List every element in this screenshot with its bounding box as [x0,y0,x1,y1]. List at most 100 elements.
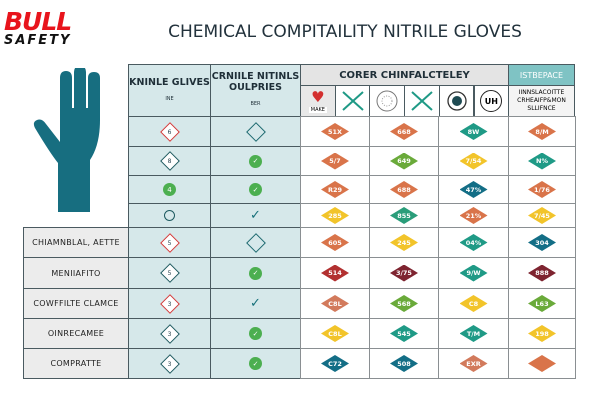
rating-cell: 514 [300,257,370,289]
rating-cell: 855 [369,203,439,228]
check-icon: ✓ [250,296,261,311]
rating-cell: 51X [300,116,370,147]
rating-cell: 508 [369,348,439,379]
rating-cell: C72 [300,348,370,379]
diamond-value: 3 [167,299,172,307]
status-cell: 6 [128,116,211,147]
green-circle-icon: ✓ [249,357,262,370]
uh-icon: UH [473,85,510,117]
status-cell: ✓ [210,318,301,349]
dots-icon [369,85,406,117]
rating-cell: 888 [508,257,576,289]
status-cell: ✓ [210,146,301,176]
rating-diamond: 855 [390,207,418,224]
rating-diamond: 47% [459,181,488,198]
status-cell: 8 [128,146,211,176]
rating-diamond: R29 [321,181,349,198]
green-circle-icon: ✓ [249,154,262,168]
rating-cell: 04% [438,227,509,258]
side-subheader: IINNSLACOITTE CRHEAIFP&MON SLLIFNCE [508,85,575,117]
rating-cell: 304 [508,227,576,258]
right-header-side: ISTBEPACE [508,64,575,86]
rating-cell: 7/45 [508,203,576,228]
rating-cell: 568 [369,288,439,319]
diamond-value: 3 [167,359,172,367]
column-header-title: CRNIILE NITINLS OULPRIES [211,71,300,93]
rating-cell: 3/75 [369,257,439,289]
rating-cell: C8L [300,318,370,349]
rating-diamond: 545 [390,325,418,342]
row-label: COMPRATTE [23,348,129,379]
heart-glyph-icon: ♥ [311,87,325,106]
rating-cell: 8/M [508,116,576,147]
check-icon: ✓ [250,208,261,223]
teal-diamond-icon: 3 [159,323,180,344]
row-label: OINRECAMEE [23,318,129,349]
column-header-title: KNINLE GLIVES [129,76,210,88]
teal-diamond-icon: 8 [159,151,180,171]
rating-cell: 688 [369,175,439,204]
column-header: CRNIILE NITINLS OULPRIES BER [210,64,301,117]
cross-icon [404,85,440,117]
rating-cell: 545 [369,318,439,349]
status-cell [210,116,301,147]
column-header-sub: INE [165,95,174,102]
logo-tag: SAFETY [4,33,72,48]
status-cell: ✓ [210,257,301,289]
green-circle-icon: ✓ [249,266,262,280]
rating-diamond: 3/75 [390,264,418,282]
rating-diamond: 688 [390,181,418,198]
rating-diamond: C72 [321,355,349,372]
status-cell: 5 [128,257,211,289]
cross-icon [334,85,371,117]
rating-cell: N% [508,146,576,176]
rating-diamond: 1/76 [528,181,556,198]
uh-label: UH [480,90,503,112]
rating-cell: T/M [438,318,509,349]
side-header-title: ISTBEPACE [519,70,564,80]
rating-diamond: 198 [528,325,556,342]
rating-cell: 198 [508,318,576,349]
rating-cell: C8 [438,288,509,319]
diamond-value: 6 [167,127,172,135]
rating-diamond: 8/M [528,123,556,140]
rating-diamond: 508 [390,355,418,372]
status-cell: 4 [128,175,211,204]
diamond-value: 5 [167,269,172,277]
rating-cell: C8L [300,288,370,319]
status-cell: 3 [128,348,211,379]
rating-cell: 21% [438,203,509,228]
column-header: KNINLE GLIVES INE [128,64,211,117]
rating-diamond: 888 [528,264,556,282]
right-header-title: CORER CHINFALCTELEY [339,69,470,81]
diamond-value: 5 [167,238,172,246]
row-label: COWFFILTE CLAMCE [23,288,129,319]
green-circle-icon: 4 [163,183,176,196]
dot-circle-icon [438,85,475,117]
status-cell: 3 [128,318,211,349]
red-diamond-icon: 6 [159,121,180,142]
rating-diamond: L63 [528,295,556,312]
rating-diamond: 245 [390,234,418,251]
side-subheader-text: IINNSLACOITTE CRHEAIFP&MON SLLIFNCE [517,89,566,112]
rating-diamond: 5/7 [321,152,349,170]
rating-diamond: 668 [390,123,418,140]
row-label-text: CHIAMNBLAL, AETTE [32,238,120,247]
rating-diamond: 514 [321,264,349,282]
row-label: MENIIAFITO [23,257,129,289]
page-title: CHEMICAL COMPITAILITY NITRILE GLOVES [168,22,522,42]
rating-diamond: 21% [459,207,488,224]
rating-cell: L63 [508,288,576,319]
diamond-value: 8 [167,157,172,165]
rating-cell: 7/54 [438,146,509,176]
diamond-value: 3 [167,329,172,337]
status-cell: ✓ [210,288,301,319]
teal-diamond-icon: 3 [159,353,180,374]
rating-diamond: C8L [321,325,349,342]
rating-cell: 605 [300,227,370,258]
rating-cell [508,348,576,379]
rating-diamond: 7/45 [528,207,556,224]
rating-diamond: 04% [459,234,488,251]
rating-diamond: T/M [459,325,488,342]
row-label-text: COWFFILTE CLAMCE [33,299,119,308]
